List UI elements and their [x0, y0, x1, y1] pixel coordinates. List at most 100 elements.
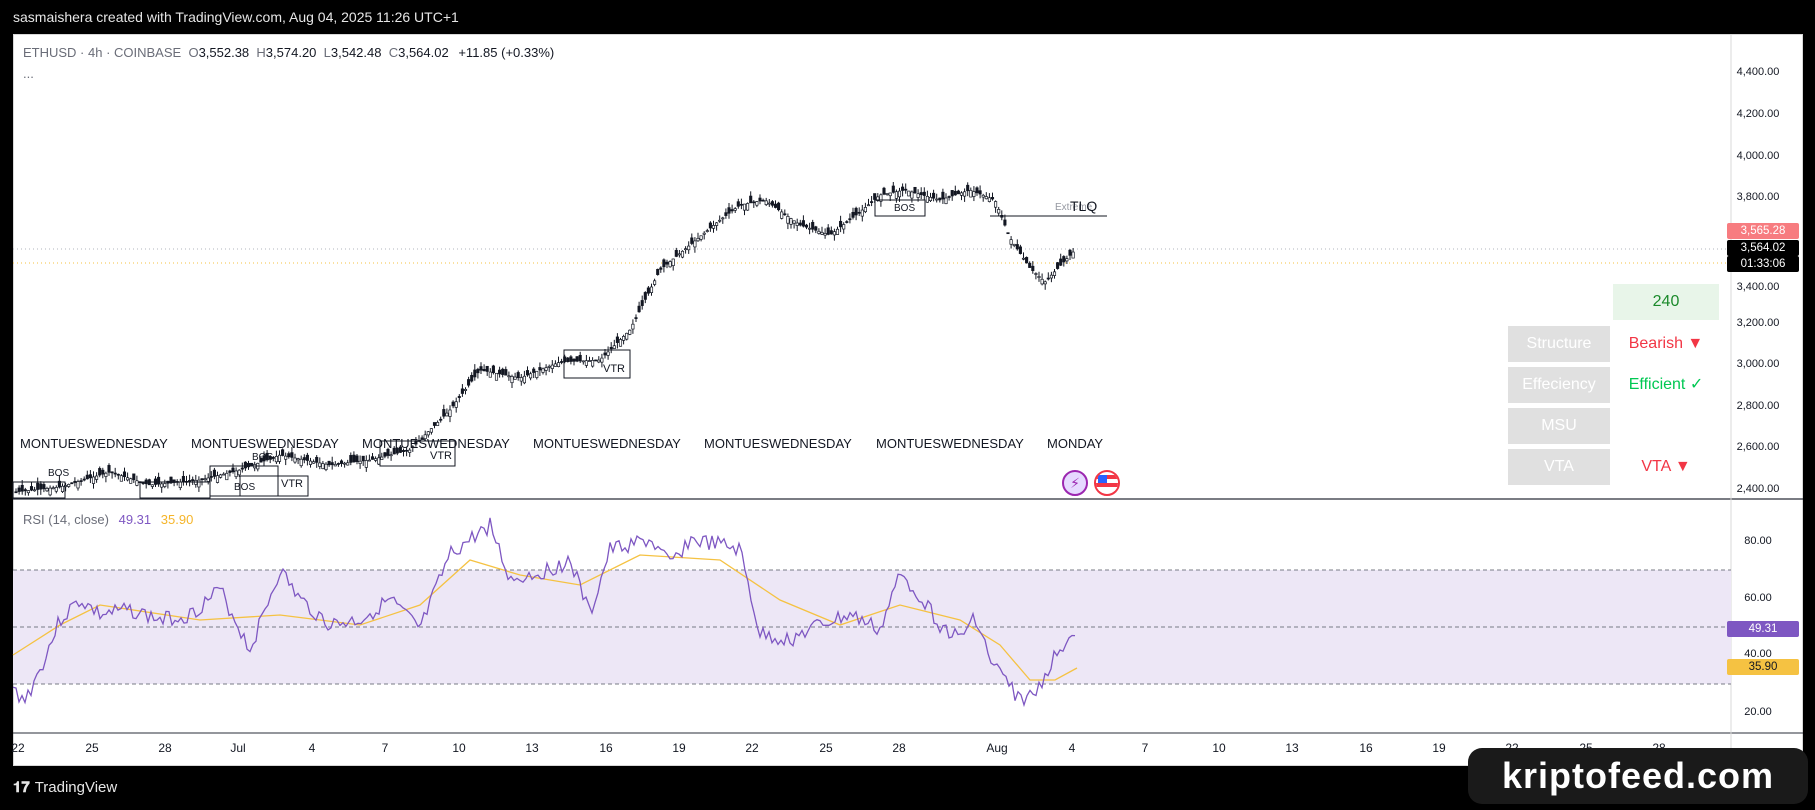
candle-body — [436, 422, 440, 426]
price-axis-label: 2,400.00 — [1736, 483, 1780, 495]
candle-body — [817, 230, 821, 234]
candle-body — [649, 286, 654, 293]
candle-body — [1015, 244, 1019, 250]
session-label: MONDAY — [1047, 436, 1104, 451]
candle-body — [525, 370, 530, 376]
time-axis-label: 19 — [1432, 741, 1446, 755]
candle-body — [26, 490, 30, 494]
candle-body — [432, 422, 437, 426]
msu-value — [1613, 408, 1719, 444]
candle-body — [333, 463, 337, 467]
candle-body — [618, 339, 623, 347]
candle-body — [826, 227, 830, 235]
candle-body — [262, 455, 266, 462]
candle-body — [761, 199, 765, 202]
efficiency-value: Efficient ✓ — [1628, 376, 1704, 393]
candle-body — [126, 477, 130, 481]
vta-label: VTA — [1508, 449, 1610, 485]
candle-body — [1012, 243, 1016, 246]
vta-value: VTA ▼ — [1641, 458, 1691, 475]
candle-body — [79, 480, 83, 482]
candle-body — [305, 454, 309, 461]
candle-body — [33, 489, 37, 492]
candle-body — [73, 480, 77, 483]
candle-body — [504, 369, 508, 376]
price-candles — [14, 181, 1075, 497]
time-axis-label: 4 — [308, 741, 316, 755]
candle-body — [888, 192, 892, 197]
candle-body — [122, 471, 127, 478]
candle-body — [157, 476, 161, 485]
candle-body — [851, 211, 855, 218]
candle-body — [711, 225, 716, 229]
candle-body — [268, 456, 272, 460]
candle-body — [907, 190, 911, 197]
candle-body — [814, 226, 818, 231]
candle-body — [200, 478, 204, 481]
candle-body — [1018, 246, 1022, 254]
candle-body — [705, 230, 709, 232]
lightning-event-icon[interactable]: ⚡ — [1062, 470, 1088, 496]
high-key: H — [256, 45, 266, 60]
candle-body — [457, 396, 461, 398]
vtr-label: VTR — [281, 478, 303, 490]
open-key: O — [188, 45, 199, 60]
candle-body — [243, 461, 247, 469]
candle-body — [172, 479, 176, 483]
candle-body — [60, 485, 65, 492]
session-label: MONTUESWEDNESDAY — [533, 436, 681, 451]
candle-body — [560, 361, 564, 363]
candle-body — [591, 360, 595, 367]
time-axis-label: 25 — [85, 741, 99, 755]
price-axis-label: 3,000.00 — [1736, 358, 1780, 370]
candle-body — [358, 460, 362, 464]
candle-body — [426, 431, 430, 436]
candle-body — [339, 460, 344, 464]
candle-body — [541, 368, 545, 373]
high-value: 3,574.20 — [265, 45, 317, 60]
candle-body — [343, 462, 347, 465]
candle-body — [978, 190, 982, 195]
candle-body — [984, 196, 988, 200]
candle-body — [671, 258, 675, 266]
candle-body — [780, 211, 784, 219]
candle-body — [76, 481, 80, 489]
candle-body — [488, 371, 492, 378]
candle-body — [547, 365, 551, 368]
candle-body — [746, 203, 750, 211]
candle-body — [656, 268, 660, 275]
candle-body — [324, 463, 328, 470]
candle-body — [318, 462, 322, 467]
candle-body — [448, 409, 452, 417]
candle-body — [336, 463, 340, 465]
candle-body — [603, 352, 607, 356]
candle-body — [39, 483, 43, 490]
candle-body — [956, 190, 960, 195]
candle-body — [498, 369, 502, 375]
symbol-info[interactable]: ETHUSD · 4h · COINBASE — [23, 45, 182, 60]
candle-body — [206, 477, 210, 482]
candle-body — [188, 480, 192, 482]
tradingview-logo[interactable]: 𝟏𝟕 TradingView — [13, 779, 117, 796]
time-axis-label: 16 — [1359, 741, 1373, 755]
candle-body — [1065, 258, 1069, 262]
candle-body — [770, 201, 774, 206]
candle-body — [687, 245, 691, 251]
candle-body — [879, 194, 883, 202]
candle-body — [463, 388, 468, 391]
candle-body — [615, 336, 619, 343]
more-indicators-button[interactable]: ... — [23, 66, 34, 81]
candle-body — [383, 452, 387, 457]
candle-body — [240, 467, 244, 470]
us-flag-icon[interactable] — [1094, 470, 1120, 496]
tradingview-logo-icon: 𝟏𝟕 — [13, 779, 30, 796]
rsi-label[interactable]: RSI (14, close) — [23, 512, 109, 527]
candle-body — [355, 455, 359, 462]
candle-body — [1021, 257, 1026, 260]
rsi-ma-tag: 35.90 — [1727, 659, 1799, 675]
candle-body — [535, 370, 539, 378]
candle-body — [1071, 251, 1075, 259]
candle-body — [231, 467, 235, 473]
candle-body — [380, 456, 384, 460]
